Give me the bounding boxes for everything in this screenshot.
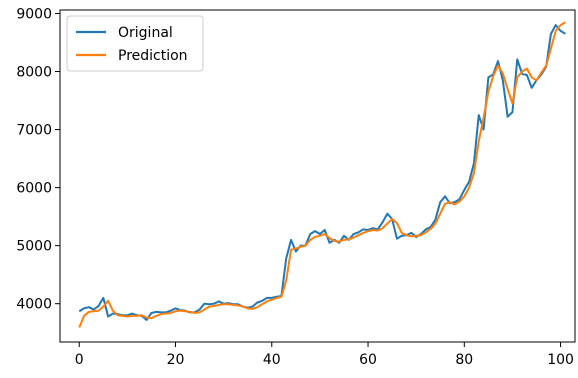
x-tick-label: 60 — [359, 352, 377, 368]
y-tick-label: 8000 — [16, 65, 52, 81]
y-tick-label: 4000 — [16, 297, 52, 313]
series-layer — [78, 21, 566, 328]
legend-label-prediction: Prediction — [118, 48, 188, 64]
x-tick-label: 40 — [263, 352, 281, 368]
x-tick-label: 0 — [75, 352, 84, 368]
axis-layer: 0 20 40 60 80 100 4000 5000 6000 7000 8000 9000 — [16, 6, 574, 368]
series-line-original — [78, 24, 566, 321]
y-tick-label: 7000 — [16, 123, 52, 139]
y-tick-label: 5000 — [16, 239, 52, 255]
y-tick-label: 9000 — [16, 6, 52, 22]
x-tick-label: 80 — [455, 352, 473, 368]
y-tick-label: 6000 — [16, 181, 52, 197]
x-tick-label: 100 — [547, 352, 574, 368]
legend: Original Prediction — [66, 15, 204, 72]
legend-box — [66, 15, 204, 72]
series-line-prediction — [78, 21, 566, 328]
x-tick-label: 20 — [167, 352, 185, 368]
plot-frame — [59, 9, 576, 343]
legend-label-original: Original — [118, 25, 173, 41]
